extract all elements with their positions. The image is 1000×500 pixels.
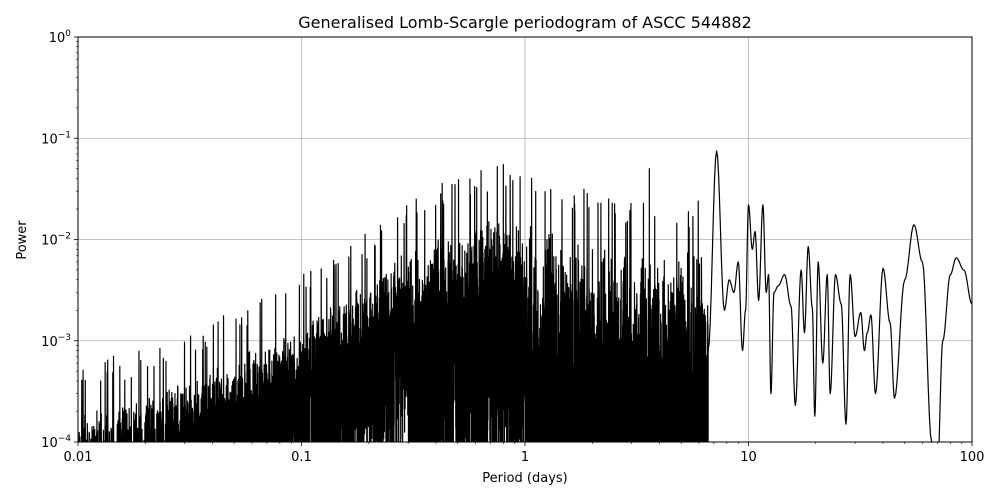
- x-tick-label: 100: [960, 450, 985, 465]
- y-tick-label: 100: [49, 29, 72, 46]
- y-axis-ticks: 10−4 10−3 10−2 10−1 100: [41, 29, 78, 451]
- x-tick-label: 10: [740, 450, 757, 465]
- y-tick-label: 10−3: [41, 333, 71, 350]
- x-tick-label: 0.01: [64, 450, 93, 465]
- y-tick-label: 10−2: [41, 232, 71, 249]
- y-tick-label: 10−1: [41, 130, 71, 147]
- periodogram-curve: [78, 150, 972, 442]
- x-tick-label: 0.1: [291, 450, 312, 465]
- x-tick-label: 1: [521, 450, 529, 465]
- y-tick-label: 10−4: [41, 434, 71, 451]
- x-axis-ticks: 0.01 0.1 1 10 100: [64, 442, 985, 465]
- power-spectrum-line: [78, 150, 972, 442]
- y-axis-label: Power: [15, 220, 30, 260]
- x-axis-label: Period (days): [482, 471, 568, 486]
- chart-title: Generalised Lomb-Scargle periodogram of …: [298, 13, 752, 32]
